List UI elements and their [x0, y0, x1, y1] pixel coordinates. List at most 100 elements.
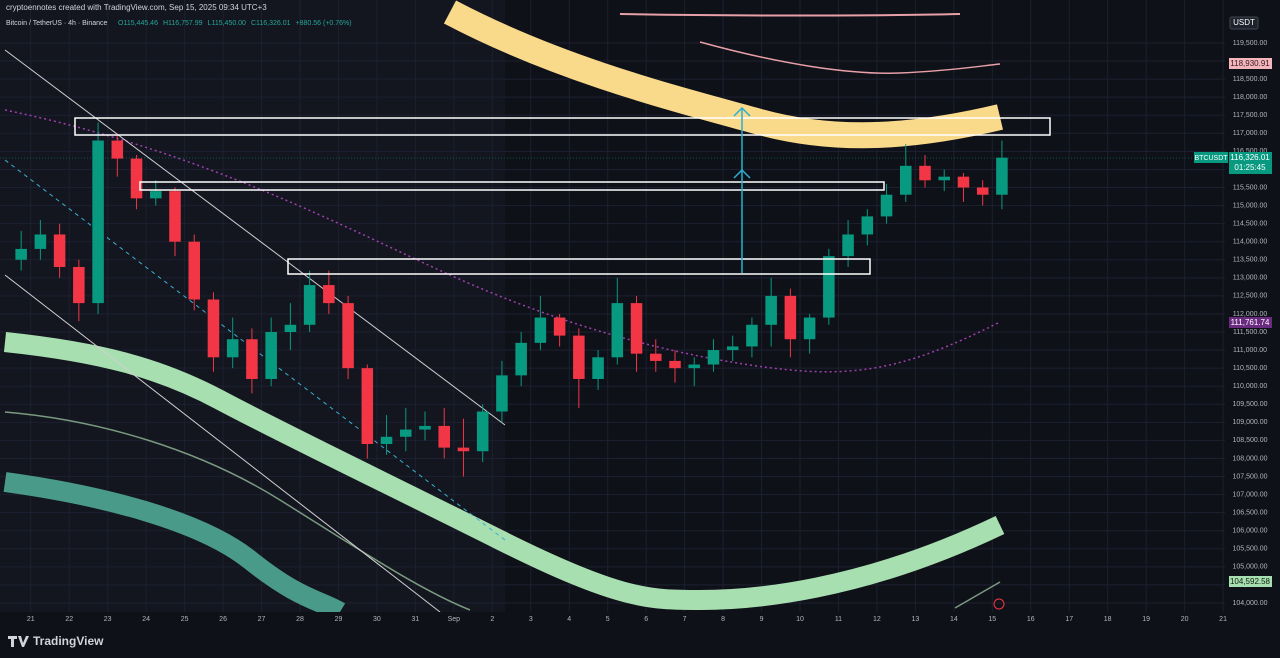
candle-body — [226, 339, 239, 358]
y-tick-label: 117,000.00 — [1233, 130, 1268, 137]
candle-body — [111, 140, 124, 159]
x-tick-label: 13 — [911, 616, 919, 623]
x-tick-label: 22 — [65, 616, 73, 623]
candle-body — [784, 295, 797, 340]
y-tick-label: 116,500.00 — [1233, 148, 1268, 155]
candle-body — [823, 256, 835, 318]
y-tick-label: 104,000.00 — [1232, 600, 1267, 607]
candle-body — [130, 158, 143, 199]
upper-band-line — [619, 13, 961, 17]
candle-body — [630, 303, 643, 354]
x-tick-label: 20 — [1181, 616, 1189, 623]
candle-body — [746, 324, 758, 347]
candle-body — [188, 241, 200, 300]
y-tick-label: 112,000.00 — [1233, 311, 1268, 318]
y-tick-label: 119,500.00 — [1233, 40, 1268, 47]
y-tick-label: 110,500.00 — [1233, 365, 1268, 372]
candle-body — [707, 350, 720, 365]
y-tick-label: 108,000.00 — [1232, 455, 1267, 462]
y-tick-label: 109,000.00 — [1232, 419, 1267, 426]
candle-body — [419, 425, 431, 430]
x-tick-label: 26 — [219, 616, 227, 623]
candle-body — [534, 317, 547, 343]
candles — [15, 122, 1008, 477]
yellow-band — [443, 0, 1004, 149]
x-tick-label: 6 — [644, 616, 648, 623]
y-tick-label: 117,500.00 — [1233, 112, 1268, 119]
price-tag-label: 116,326.01 — [1230, 153, 1270, 162]
x-tick-label: 10 — [796, 616, 804, 623]
candle-body — [53, 234, 66, 267]
zone-box — [74, 117, 1051, 136]
candle-body — [573, 335, 585, 379]
price-tag-label: 118,930.91 — [1230, 59, 1270, 68]
zone-box — [287, 258, 871, 275]
x-tick-label: 12 — [873, 616, 881, 623]
x-tick-label: 8 — [721, 616, 725, 623]
y-tick-label: 113,500.00 — [1233, 257, 1268, 264]
ohlc-value: O115,445.46 — [118, 20, 158, 27]
candle-body — [150, 191, 162, 199]
x-tick-label: 17 — [1065, 616, 1073, 623]
y-tick-label: 113,000.00 — [1233, 275, 1268, 282]
candle-body — [957, 176, 970, 188]
candle-body — [323, 285, 335, 304]
footer — [0, 628, 1280, 658]
candle-body — [265, 332, 277, 379]
x-tick-label: 9 — [760, 616, 764, 623]
candle-body — [361, 368, 374, 445]
candle-body — [996, 157, 1008, 195]
candle-body — [553, 317, 566, 336]
candle-body — [976, 187, 989, 195]
arrow-head — [733, 106, 751, 179]
event-icon — [993, 598, 1005, 610]
x-tick-label: 30 — [373, 616, 381, 623]
x-tick-label: 21 — [27, 616, 35, 623]
y-tick-label: 108,500.00 — [1232, 437, 1267, 444]
currency-button[interactable] — [1229, 16, 1259, 30]
candle-body — [284, 324, 297, 333]
ohlc-value: H116,757.99 — [163, 20, 203, 27]
x-tick-label: 2 — [490, 616, 494, 623]
y-tick-label: 114,500.00 — [1233, 220, 1268, 227]
y-tick-label: 118,500.00 — [1233, 76, 1268, 83]
ohlc-value: L115,450.00 — [208, 20, 247, 27]
candle-body — [438, 425, 450, 448]
x-tick-label: 24 — [142, 616, 150, 623]
price-tag-label: 111,761.74 — [1231, 318, 1270, 327]
x-tick-label: 25 — [181, 616, 189, 623]
y-tick-label: 105,500.00 — [1232, 546, 1267, 553]
price-tag — [1229, 317, 1272, 328]
y-tick-label: 107,000.00 — [1232, 491, 1267, 498]
logo-icon — [8, 636, 29, 647]
y-tick-label: 115,500.00 — [1233, 184, 1268, 191]
candle-body — [938, 176, 950, 181]
y-tick-label: 115,000.00 — [1233, 202, 1268, 209]
candle-body — [861, 216, 874, 235]
band-line — [4, 411, 471, 611]
credit: cryptoennotes created with TradingView.c… — [6, 3, 267, 12]
x-tick-label: 3 — [529, 616, 533, 623]
candle-body — [496, 375, 508, 412]
teal-band — [3, 472, 346, 621]
x-tick-label: 23 — [104, 616, 112, 623]
y-tick-label: 105,000.00 — [1232, 564, 1267, 571]
x-tick-label: 21 — [1219, 616, 1227, 623]
candle-body — [765, 295, 777, 325]
candle-body — [803, 317, 816, 340]
candle-body — [303, 285, 316, 325]
y-tick-label: 118,000.00 — [1233, 94, 1268, 101]
candle-body — [515, 342, 527, 376]
candle-body — [842, 234, 854, 257]
channel-line — [4, 274, 441, 613]
candle-body — [669, 360, 681, 369]
ticker: BTCUSDT — [1194, 155, 1228, 162]
ticker-tag — [1194, 152, 1228, 163]
candle-body — [650, 353, 662, 361]
y-tick-label: 114,000.00 — [1233, 239, 1268, 246]
candle-body — [919, 165, 931, 181]
ohlc: O115,445.46 H116,757.99 L115,450.00 C116,32… — [118, 20, 352, 27]
candle-body — [92, 140, 104, 304]
ohlc-value: +880.56 (+0.76%) — [296, 20, 352, 27]
candle-body — [457, 447, 470, 452]
